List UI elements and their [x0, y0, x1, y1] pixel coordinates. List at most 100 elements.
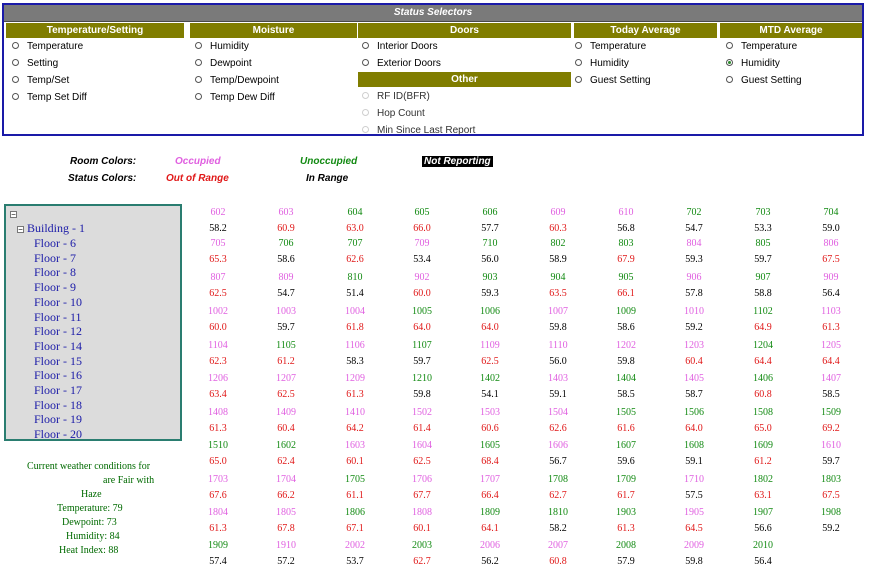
radio-temperature-setting-0[interactable]: Temperature [12, 39, 83, 55]
radio-button-icon[interactable] [12, 92, 19, 100]
room-number[interactable]: 704 [823, 207, 839, 218]
radio-button-icon[interactable] [575, 58, 582, 66]
room-number[interactable]: 1605 [480, 440, 500, 451]
room-number[interactable]: 605 [414, 207, 430, 218]
room-number[interactable]: 905 [618, 272, 634, 283]
radio-temperature-setting-3[interactable]: Temp Set Diff [12, 90, 87, 106]
room-number[interactable]: 1705 [345, 474, 365, 485]
radio-doors-0[interactable]: Interior Doors [362, 39, 438, 55]
radio-moisture-2[interactable]: Temp/Dewpoint [195, 73, 279, 89]
room-number[interactable]: 602 [210, 207, 226, 218]
tree-floor-item[interactable]: Floor - 11 [34, 309, 82, 324]
room-number[interactable]: 702 [686, 207, 702, 218]
room-number[interactable]: 1710 [684, 474, 704, 485]
room-number[interactable]: 807 [210, 272, 226, 283]
room-number[interactable]: 1005 [412, 306, 432, 317]
room-number[interactable]: 1104 [208, 340, 228, 351]
room-number[interactable]: 810 [347, 272, 363, 283]
room-number[interactable]: 1006 [480, 306, 500, 317]
room-number[interactable]: 1210 [412, 373, 432, 384]
radio-button-icon[interactable] [726, 58, 733, 66]
room-number[interactable]: 1203 [684, 340, 704, 351]
room-number[interactable]: 1506 [684, 407, 704, 418]
radio-button-icon[interactable] [195, 41, 202, 49]
room-number[interactable]: 1410 [345, 407, 365, 418]
room-number[interactable]: 2007 [548, 540, 568, 551]
room-number[interactable]: 1706 [412, 474, 432, 485]
radio-button-icon[interactable] [12, 75, 19, 83]
tree-floor-item[interactable]: Floor - 10 [34, 294, 82, 309]
tree-floor-item[interactable]: Floor - 20 [34, 427, 82, 442]
tree-floor-item[interactable]: Floor - 16 [34, 368, 82, 383]
room-number[interactable]: 1202 [616, 340, 636, 351]
room-number[interactable]: 1009 [616, 306, 636, 317]
room-number[interactable]: 710 [482, 238, 498, 249]
tree-floor-item[interactable]: Floor - 18 [34, 397, 82, 412]
room-number[interactable]: 1703 [208, 474, 228, 485]
building-collapse-icon[interactable]: − [17, 225, 24, 234]
room-number[interactable]: 1205 [821, 340, 841, 351]
room-number[interactable]: 1907 [753, 507, 773, 518]
room-number[interactable]: 1803 [821, 474, 841, 485]
room-number[interactable]: 705 [210, 238, 226, 249]
room-number[interactable]: 904 [550, 272, 566, 283]
room-number[interactable]: 903 [482, 272, 498, 283]
radio-doors-1[interactable]: Exterior Doors [362, 56, 441, 72]
radio-button-icon[interactable] [195, 58, 202, 66]
room-number[interactable]: 2003 [412, 540, 432, 551]
radio-button-icon[interactable] [362, 91, 369, 99]
room-number[interactable]: 1509 [821, 407, 841, 418]
room-number[interactable]: 1804 [208, 507, 228, 518]
radio-button-icon[interactable] [726, 75, 733, 83]
radio-mtd-average-2[interactable]: Guest Setting [726, 73, 802, 89]
room-number[interactable]: 1508 [753, 407, 773, 418]
radio-mtd-average-1[interactable]: Humidity [726, 56, 780, 72]
room-number[interactable]: 1209 [345, 373, 365, 384]
radio-button-icon[interactable] [362, 108, 369, 116]
room-number[interactable]: 1707 [480, 474, 500, 485]
room-number[interactable]: 706 [278, 238, 294, 249]
room-number[interactable]: 1004 [345, 306, 365, 317]
room-number[interactable]: 806 [823, 238, 839, 249]
radio-button-icon[interactable] [195, 92, 202, 100]
room-number[interactable]: 1105 [276, 340, 296, 351]
room-number[interactable]: 1810 [548, 507, 568, 518]
radio-mtd-average-0[interactable]: Temperature [726, 39, 797, 55]
radio-today-average-2[interactable]: Guest Setting [575, 73, 651, 89]
room-number[interactable]: 1802 [753, 474, 773, 485]
room-number[interactable]: 1405 [684, 373, 704, 384]
tree-floor-item[interactable]: Floor - 7 [34, 250, 76, 265]
room-number[interactable]: 1704 [276, 474, 296, 485]
room-number[interactable]: 1903 [616, 507, 636, 518]
radio-button-icon[interactable] [362, 58, 369, 66]
radio-other-1[interactable]: Hop Count [362, 106, 425, 122]
room-number[interactable]: 804 [686, 238, 702, 249]
room-number[interactable]: 1604 [412, 440, 432, 451]
radio-temperature-setting-2[interactable]: Temp/Set [12, 73, 69, 89]
room-number[interactable]: 1109 [480, 340, 500, 351]
room-number[interactable]: 2010 [753, 540, 773, 551]
room-number[interactable]: 1107 [412, 340, 432, 351]
radio-other-2[interactable]: Min Since Last Report [362, 123, 475, 139]
room-number[interactable]: 1610 [821, 440, 841, 451]
room-number[interactable]: 906 [686, 272, 702, 283]
room-number[interactable]: 1003 [276, 306, 296, 317]
radio-moisture-1[interactable]: Dewpoint [195, 56, 252, 72]
room-number[interactable]: 603 [278, 207, 294, 218]
room-number[interactable]: 1402 [480, 373, 500, 384]
room-number[interactable]: 1409 [276, 407, 296, 418]
room-number[interactable]: 1809 [480, 507, 500, 518]
room-number[interactable]: 805 [755, 238, 771, 249]
radio-today-average-0[interactable]: Temperature [575, 39, 646, 55]
room-number[interactable]: 1502 [412, 407, 432, 418]
room-number[interactable]: 1602 [276, 440, 296, 451]
room-number[interactable]: 2009 [684, 540, 704, 551]
room-number[interactable]: 1010 [684, 306, 704, 317]
room-number[interactable]: 1607 [616, 440, 636, 451]
radio-button-icon[interactable] [195, 75, 202, 83]
radio-moisture-3[interactable]: Temp Dew Diff [195, 90, 275, 106]
room-number[interactable]: 802 [550, 238, 566, 249]
room-number[interactable]: 1408 [208, 407, 228, 418]
radio-button-icon[interactable] [12, 58, 19, 66]
room-number[interactable]: 2006 [480, 540, 500, 551]
